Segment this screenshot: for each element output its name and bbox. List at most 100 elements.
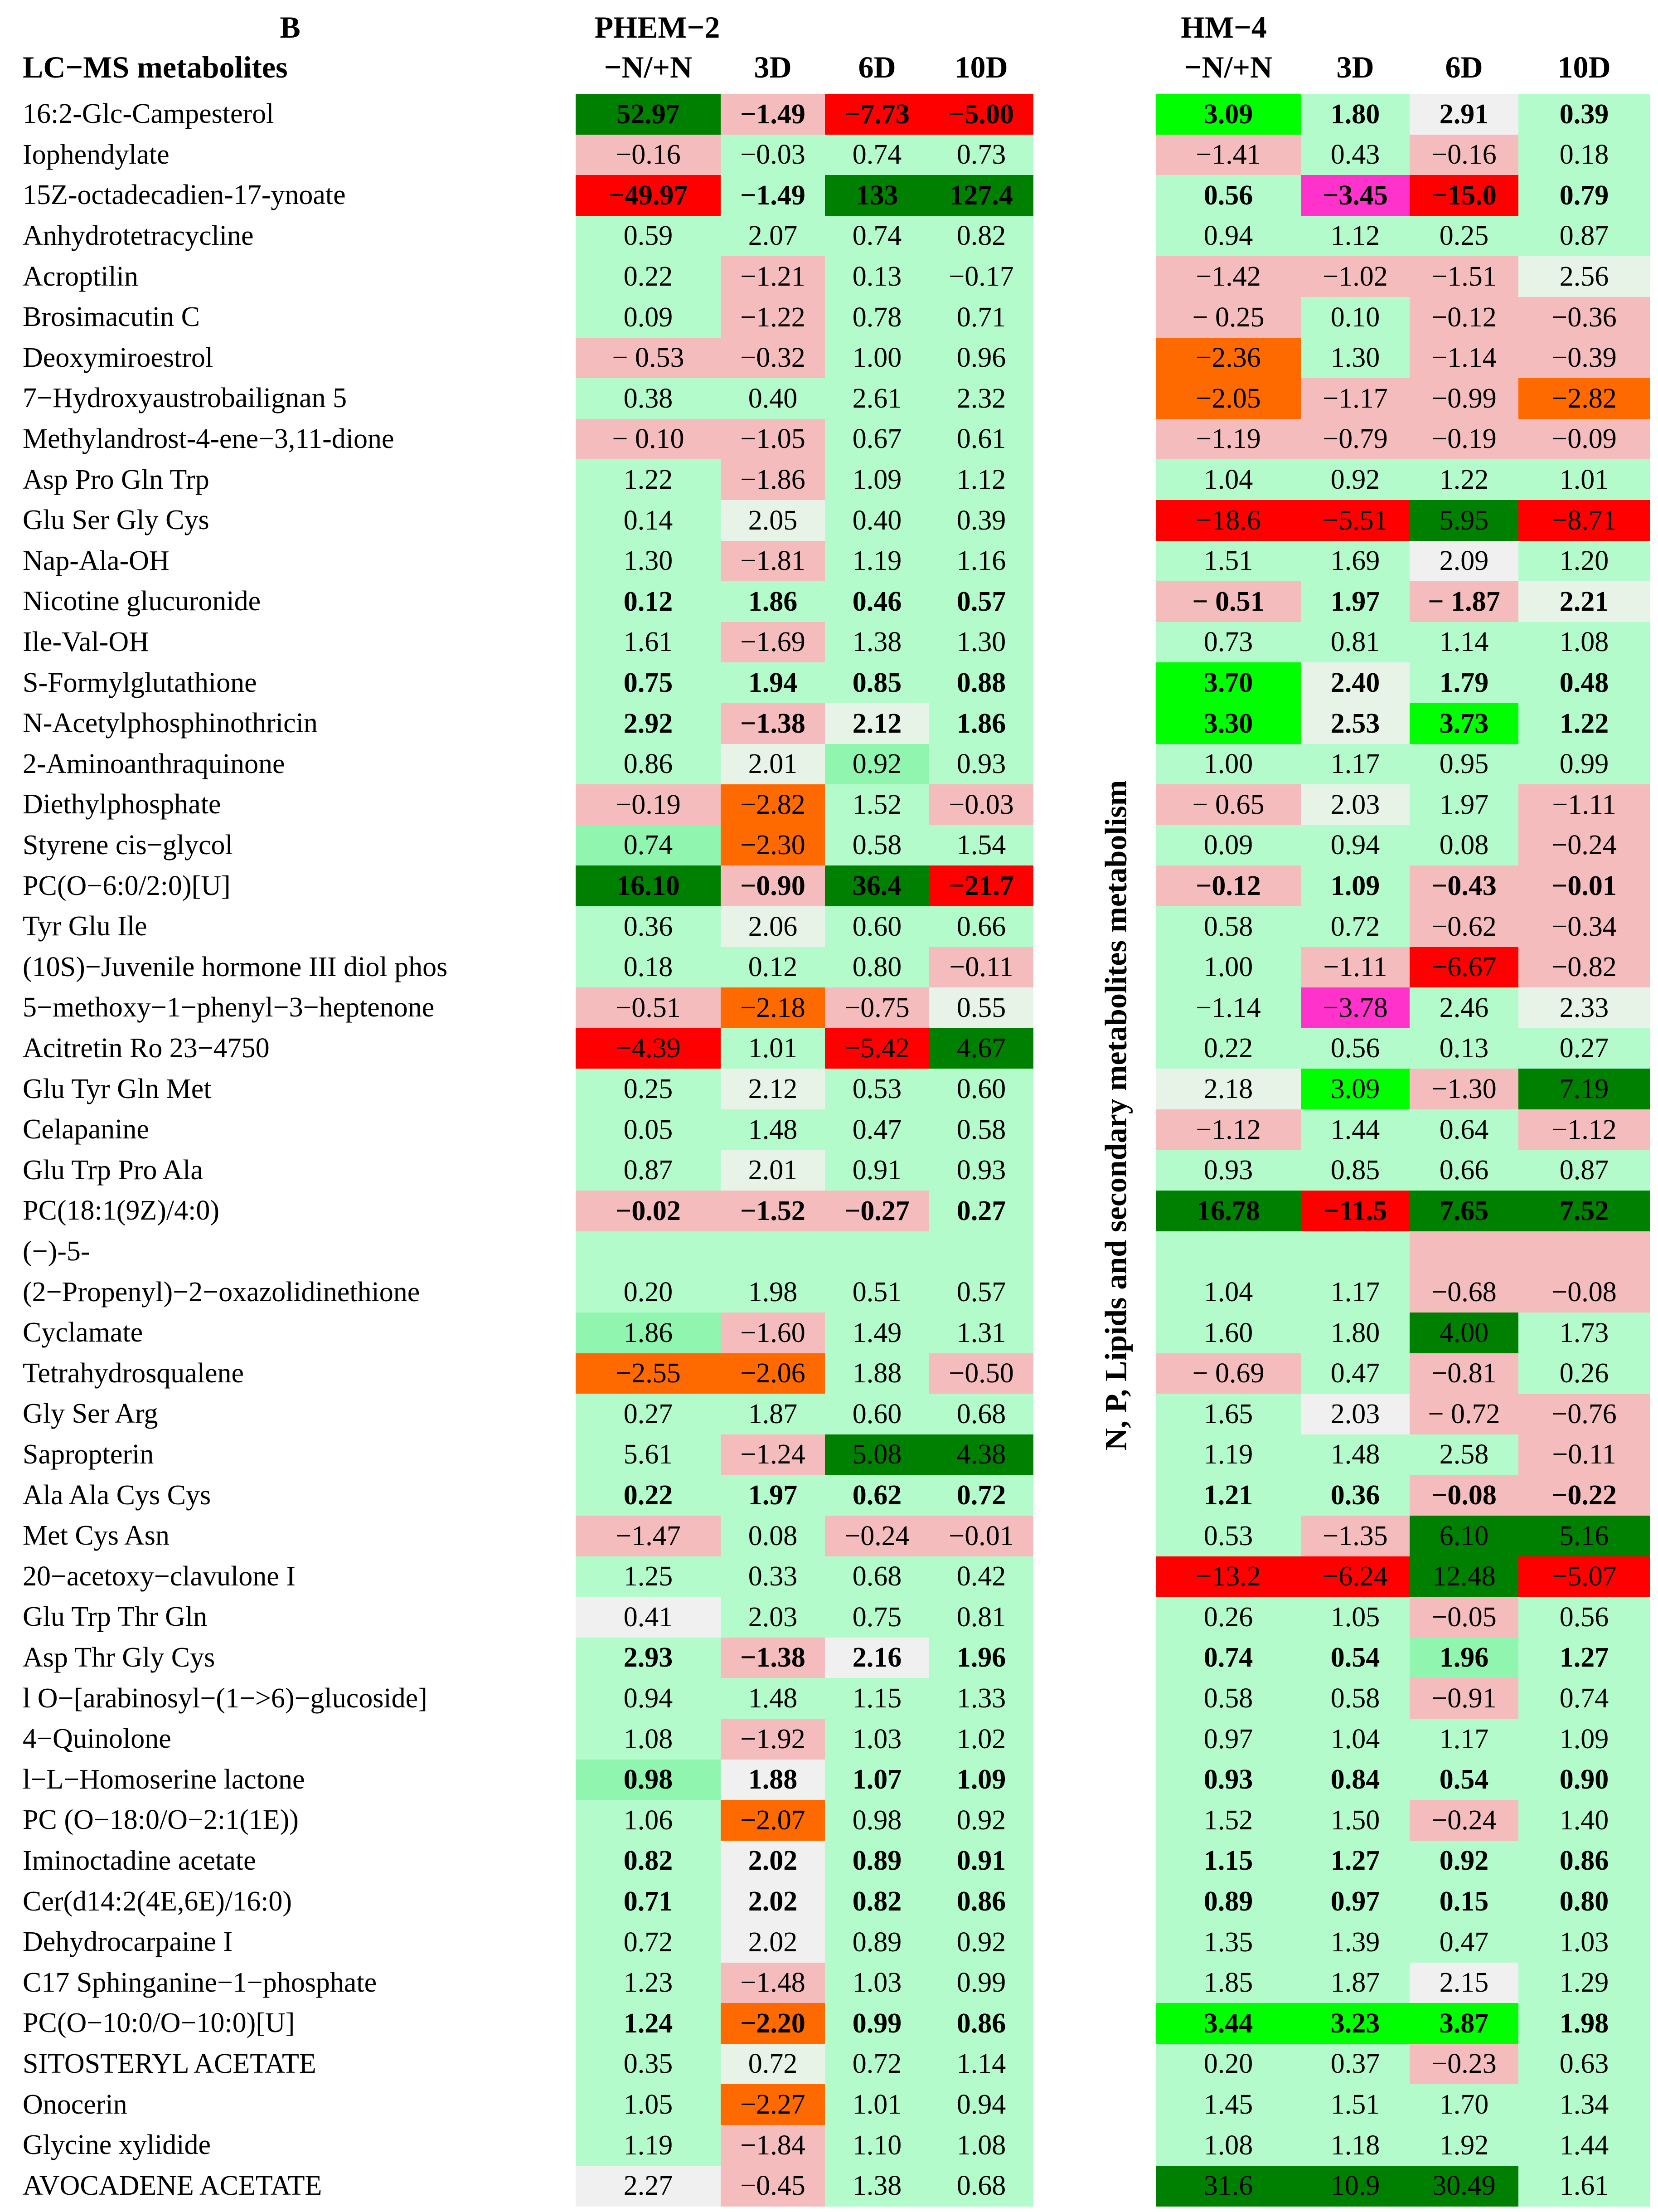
heatmap-cell: −0.09: [1518, 418, 1650, 460]
heatmap-cell: 0.27: [1518, 1028, 1650, 1069]
heatmap-cell: 0.09: [576, 297, 721, 338]
heatmap-cell: 0.58: [825, 825, 929, 866]
heatmap-cell: −0.12: [1156, 865, 1301, 907]
heatmap-cell: 1.00: [1156, 744, 1301, 785]
heatmap-cell: −3.78: [1301, 987, 1410, 1029]
heatmap-cell: −1.51: [1410, 256, 1518, 297]
heatmap-cell: −5.51: [1301, 500, 1410, 541]
heatmap-cell: 5.95: [1410, 500, 1518, 541]
heatmap-cell: 0.87: [1518, 1150, 1650, 1191]
heatmap-cell: −5.07: [1518, 1556, 1650, 1597]
heatmap-cell: 1.04: [1156, 459, 1301, 501]
heatmap-cell: 0.18: [1518, 134, 1650, 175]
heatmap-cell: 0.25: [576, 1069, 721, 1110]
row-label: 2-Aminoanthraquinone: [23, 748, 285, 779]
heatmap-cell: 0.12: [576, 581, 721, 622]
heatmap-cell: −0.75: [825, 987, 929, 1029]
heatmap-cell: 1.22: [1410, 459, 1518, 501]
heatmap-cell: 1.17: [1301, 744, 1410, 785]
heatmap-cell: 1.21: [1156, 1475, 1301, 1516]
heatmap-cell: [1410, 1231, 1518, 1272]
heatmap-cell: 2.91: [1410, 94, 1518, 135]
heatmap-cell: 0.26: [1518, 1353, 1650, 1394]
heatmap-cell: 1.86: [576, 1313, 721, 1354]
heatmap-cell: 1.15: [1156, 1840, 1301, 1881]
heatmap-cell: 1.30: [929, 622, 1033, 663]
heatmap-cell: 0.82: [929, 215, 1033, 257]
heatmap-cell: −0.76: [1518, 1394, 1650, 1435]
heatmap-cell: −1.17: [1301, 378, 1410, 419]
heatmap-cell: 0.08: [721, 1516, 825, 1557]
heatmap-cell: −1.11: [1518, 784, 1650, 826]
heatmap-cell: 0.05: [576, 1109, 721, 1151]
heatmap-cell: −0.24: [825, 1516, 929, 1557]
heatmap-cell: 1.51: [1301, 2084, 1410, 2125]
heatmap-cell: −1.22: [721, 297, 825, 338]
row-label: 15Z-octadecadien-17-ynoate: [23, 180, 346, 211]
heatmap-cell: 0.39: [1518, 94, 1650, 135]
heatmap-cell: −2.82: [1518, 378, 1650, 419]
row-label: Glu Tyr Gln Met: [23, 1073, 212, 1104]
heatmap-cell: 1.92: [1410, 2125, 1518, 2166]
group1-col-3d: 3D: [754, 50, 792, 84]
heatmap-cell: 1.38: [825, 622, 929, 663]
heatmap-cell: 2.02: [721, 1881, 825, 1922]
heatmap-cell: −0.05: [1410, 1597, 1518, 1638]
heatmap-cell: 1.35: [1156, 1922, 1301, 1963]
row-label: Sapropterin: [23, 1439, 154, 1470]
row-label: Deoxymiroestrol: [23, 342, 213, 373]
heatmap-cell: 0.47: [825, 1109, 929, 1151]
heatmap-cell: 0.56: [1518, 1597, 1650, 1638]
heatmap-cell: −0.68: [1410, 1272, 1518, 1313]
heatmap-cell: 3.44: [1156, 2003, 1301, 2044]
heatmap-cell: 0.82: [576, 1840, 721, 1881]
heatmap-cell: 2.02: [721, 1922, 825, 1963]
heatmap-cell: 0.62: [825, 1475, 929, 1516]
row-label: Asp Thr Gly Cys: [23, 1642, 215, 1673]
heatmap-cell: − 0.72: [1410, 1394, 1518, 1435]
heatmap-cell: −2.07: [721, 1800, 825, 1841]
heatmap-cell: 2.27: [576, 2165, 721, 2207]
heatmap-cell: 1.87: [1301, 1962, 1410, 2003]
heatmap-cell: 0.20: [576, 1272, 721, 1313]
heatmap-cell: 0.66: [929, 906, 1033, 948]
heatmap-cell: − 0.69: [1156, 1353, 1301, 1394]
heatmap-cell: 1.04: [1301, 1719, 1410, 1760]
heatmap-cell: 1.98: [1518, 2003, 1650, 2044]
heatmap-cell: 0.22: [576, 1475, 721, 1516]
row-label: Dehydrocarpaine I: [23, 1926, 233, 1958]
heatmap-cell: 30.49: [1410, 2165, 1518, 2207]
heatmap-cell: 0.75: [825, 1597, 929, 1638]
heatmap-cell: 0.15: [1410, 1881, 1518, 1922]
heatmap-cell: 3.23: [1301, 2003, 1410, 2044]
heatmap-cell: −2.82: [721, 784, 825, 826]
heatmap-cell: 0.58: [1156, 906, 1301, 948]
heatmap-cell: 1.02: [929, 1719, 1033, 1760]
heatmap-cell: 0.85: [825, 662, 929, 704]
heatmap-cell: 1.19: [1156, 1434, 1301, 1475]
row-label: N-Acetylphosphinothricin: [23, 708, 318, 739]
heatmap-cell: 0.88: [929, 662, 1033, 704]
heatmap-cell: 0.37: [1301, 2043, 1410, 2085]
heatmap-cell: [825, 1231, 929, 1272]
heatmap-cell: 1.15: [825, 1678, 929, 1719]
heatmap-cell: 2.56: [1518, 256, 1650, 297]
heatmap-cell: 1.86: [721, 581, 825, 622]
heatmap-cell: −0.34: [1518, 906, 1650, 948]
heatmap-cell: 3.09: [1156, 94, 1301, 135]
heatmap-cell: 1.98: [721, 1272, 825, 1313]
heatmap-cell: 3.70: [1156, 662, 1301, 704]
heatmap-cell: 1.08: [1518, 622, 1650, 663]
group1-col-10d: 10D: [955, 50, 1008, 84]
row-label: Methylandrost-4-ene−3,11-dione: [23, 423, 394, 455]
row-label: 16:2-Glc-Campesterol: [23, 98, 274, 130]
heatmap-cell: 1.30: [576, 540, 721, 582]
heatmap-cell: −1.12: [1156, 1109, 1301, 1151]
row-label: Celapanine: [23, 1114, 149, 1145]
heatmap-cell: 0.68: [929, 1394, 1033, 1435]
heatmap-cell: −1.42: [1156, 256, 1301, 297]
heatmap-cell: 0.40: [825, 500, 929, 541]
heatmap-cell: −8.71: [1518, 500, 1650, 541]
heatmap-cell: 0.92: [1301, 459, 1410, 501]
heatmap-cell: −1.52: [721, 1191, 825, 1232]
